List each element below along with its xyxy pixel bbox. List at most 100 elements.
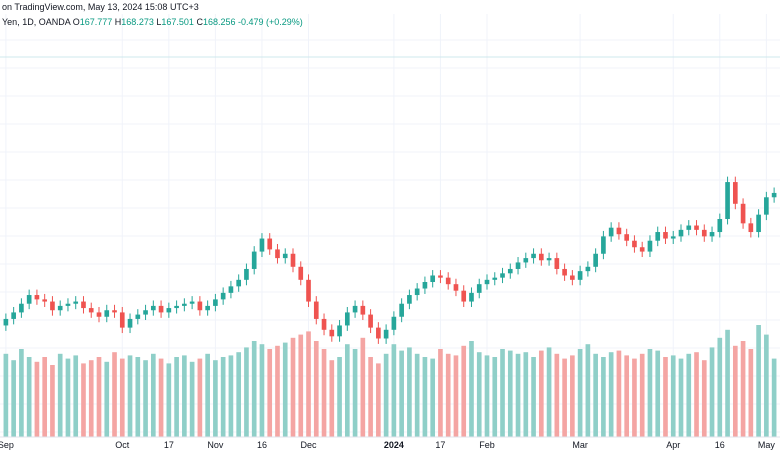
volume-bar [500,349,505,437]
candle-body [112,310,117,313]
candle-body [616,227,622,235]
candle-body [624,234,630,241]
volume-bar [65,358,71,437]
volume-bar [158,358,164,437]
candle-body [73,301,79,304]
candle-body [19,303,24,313]
candle-body [34,295,40,300]
volume-bar [709,347,715,437]
candle-body [127,318,133,328]
candle-body [391,316,397,330]
candle-body [104,310,110,317]
volume-bar [624,355,630,437]
volume-bar [632,358,637,437]
volume-bar [492,357,498,437]
candle-body [686,225,692,230]
volume-bar [647,349,653,437]
candle-body [352,305,358,313]
candle-body [383,329,389,339]
candle-body [732,182,738,204]
candle-body [500,273,505,278]
candle-body [368,314,373,328]
candle-body [593,253,598,267]
candle-body [655,232,661,241]
volume-bar [376,363,381,437]
candle-body [484,279,490,285]
volume-bar [748,349,754,437]
volume-bar [531,357,536,437]
volume-bar [19,349,24,437]
candle-body [725,182,730,219]
candle-body [632,240,637,248]
volume-bar [585,344,591,437]
candle-body [764,197,769,215]
candle-body [492,277,498,280]
volume-bar [717,337,723,437]
volume-bar [407,347,412,437]
volume-bar [414,353,420,437]
x-tick-label: Sep [0,440,14,450]
volume-bar [57,353,63,437]
candle-body [608,227,614,237]
volume-bar [756,325,761,437]
low-value: 167.501 [161,17,194,27]
volume-bar [725,329,730,437]
volume-bar [593,353,598,437]
candle-body [282,253,288,259]
candle-body [150,305,156,311]
change-value: -0.479 (+0.29%) [238,17,303,27]
candle-body [469,292,474,302]
volume-bar [360,337,366,437]
volume-bar [476,352,482,437]
volume-bar [764,334,769,437]
candle-body [337,325,342,337]
candle-body [213,299,218,306]
candle-body [678,229,684,237]
candle-body [42,299,48,302]
volume-bar [50,365,55,437]
volume-bar [484,355,490,437]
candle-body [166,308,172,313]
volume-bar [112,352,117,437]
volume-bar [96,357,102,437]
candle-body [756,214,761,233]
volume-bar [244,347,249,437]
candle-body [65,303,71,306]
candle-body [313,301,319,319]
volume-bar [422,357,428,437]
symbol-label: Yen, 1D, OANDA [2,17,71,27]
candle-body [197,301,203,311]
candle-body [57,305,63,311]
candle-body [344,312,350,326]
volume-bar [608,352,614,437]
volume-bar [399,350,404,437]
candle-body [275,249,280,259]
volume-bar [143,360,148,437]
volume-bar [205,353,210,437]
volume-bar [251,341,257,437]
volume-bar [259,344,265,437]
volume-bar [577,349,583,437]
candle-body [321,318,327,330]
volume-bar [562,358,567,437]
volume-bar [197,358,203,437]
volume-bar [352,349,358,437]
candle-body [26,295,32,304]
candle-body [267,238,273,250]
candle-body [709,232,715,237]
candle-body [771,192,777,198]
volume-bar [174,357,179,437]
candle-body [205,305,210,311]
volume-bar [453,355,459,437]
candle-body [476,284,482,293]
close-label: C [196,17,203,27]
volume-bar [469,341,474,437]
volume-bar [166,363,172,437]
candle-body [453,284,459,291]
candle-body [399,303,404,317]
volume-bar [329,360,335,437]
candle-body [647,240,653,252]
candle-body [259,238,265,252]
volume-bar [135,357,141,437]
